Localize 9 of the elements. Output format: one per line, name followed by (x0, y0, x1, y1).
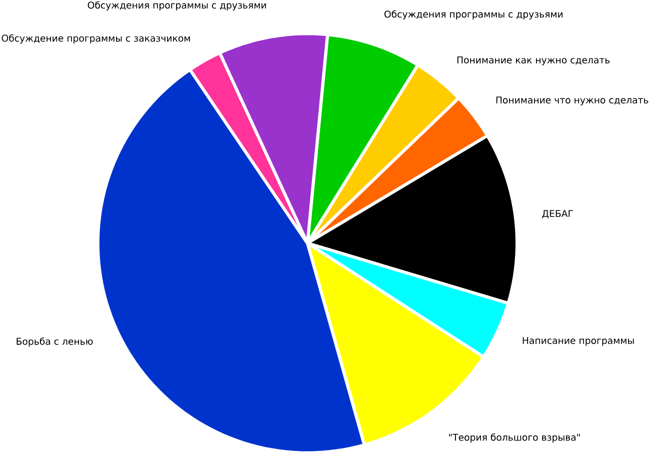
slice-label: Понимание как нужно сделать (457, 56, 610, 66)
slice-label: "Теория большого взрыва" (449, 433, 580, 442)
slice-label: Написание программы (522, 336, 634, 346)
slice-label: Борьба с ленью (16, 337, 93, 346)
slice-label: ДЕБАГ (542, 210, 573, 218)
slice-label: Обсуждение программы с заказчиком (2, 34, 190, 44)
slice-label: Понимание что нужно сделать (496, 96, 648, 106)
slice-label: Обсуждения программы с друзьями (88, 1, 266, 10)
slice-label: Обсуждения программы с друзьями (384, 10, 563, 20)
